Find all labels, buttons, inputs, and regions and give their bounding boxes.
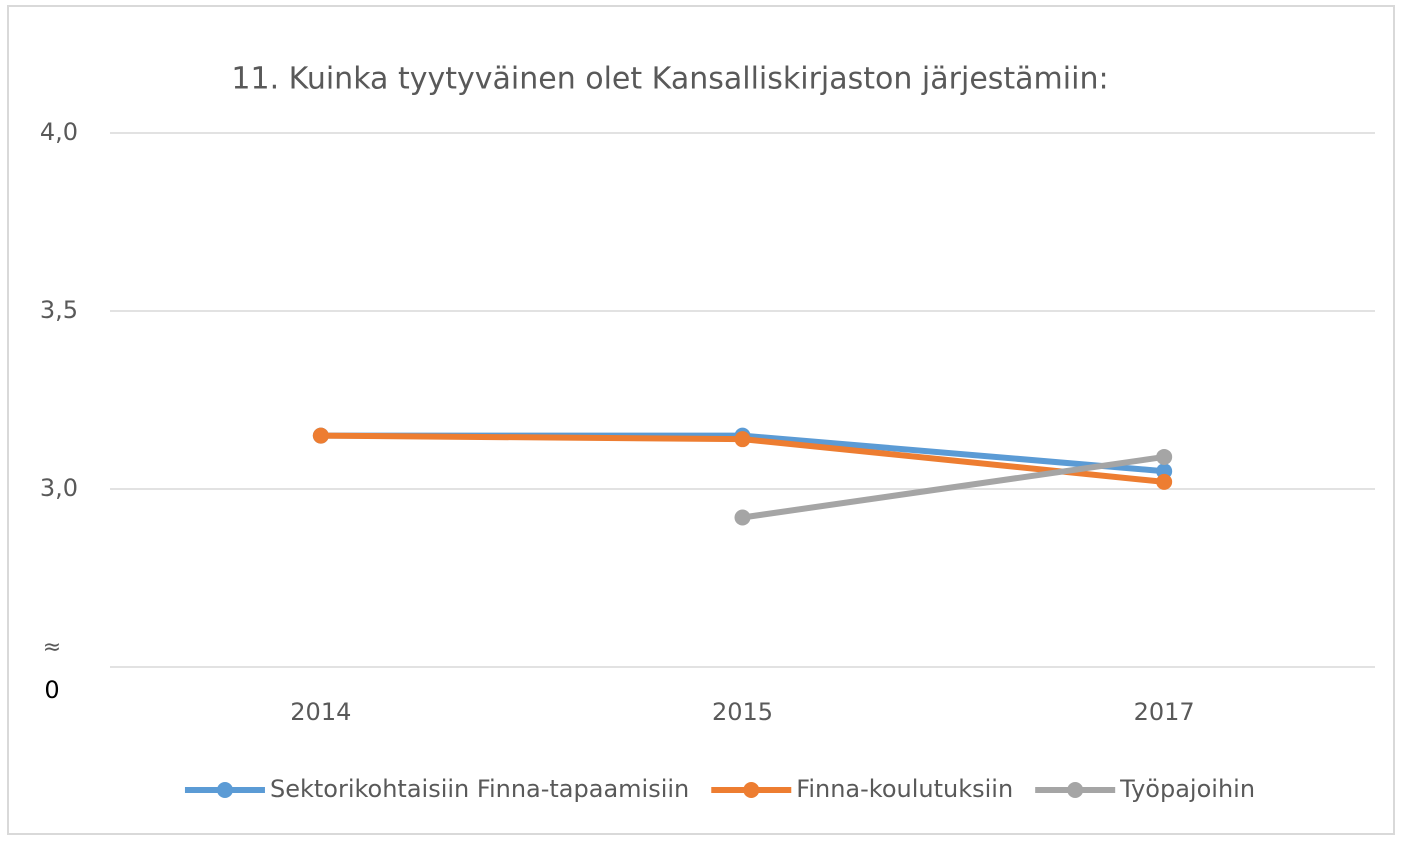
data-point bbox=[734, 431, 751, 448]
y-tick-label: 3,0 bbox=[40, 474, 78, 502]
x-tick-label: 2014 bbox=[290, 698, 351, 726]
legend-marker bbox=[743, 782, 760, 798]
x-tick-label: 2017 bbox=[1134, 698, 1195, 726]
data-point bbox=[1156, 448, 1173, 465]
legend-label: Finna-koulutuksiin bbox=[796, 775, 1013, 803]
axis-break-symbol: ≈ bbox=[43, 635, 61, 660]
y-tick-label: 3,5 bbox=[40, 296, 78, 324]
chart-frame bbox=[7, 5, 1395, 835]
legend-marker bbox=[1067, 782, 1084, 798]
axis-break-label: 0 bbox=[44, 676, 59, 704]
chart-title: 11. Kuinka tyytyväinen olet Kansalliskir… bbox=[231, 62, 1108, 97]
legend-label: Sektorikohtaisiin Finna-tapaamisiin bbox=[270, 775, 689, 803]
x-tick-label: 2015 bbox=[712, 698, 773, 726]
legend-marker bbox=[216, 782, 233, 798]
data-point bbox=[734, 509, 751, 526]
series-line bbox=[739, 453, 1168, 521]
data-point bbox=[1156, 473, 1173, 490]
data-point bbox=[312, 427, 329, 444]
y-tick-label: 4,0 bbox=[40, 118, 78, 146]
legend-label: Työpajoihin bbox=[1119, 775, 1255, 803]
